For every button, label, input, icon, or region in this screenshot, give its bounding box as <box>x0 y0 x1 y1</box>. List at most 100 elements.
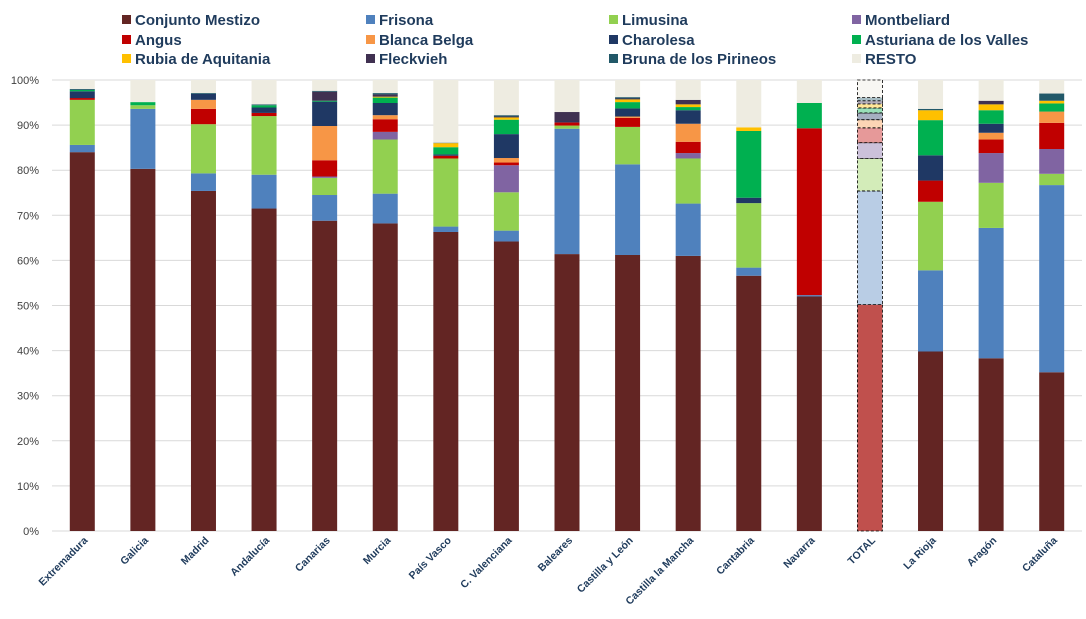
bar-segment-bruna-de-los-pirineos <box>918 108 944 111</box>
bar-segment-frisona <box>312 195 338 221</box>
bar-pais-vasco <box>433 80 459 531</box>
bar-segment-conjunto-mestizo <box>312 220 338 531</box>
bar-segment-montbeliard <box>1039 149 1065 174</box>
bar-segment-frisona <box>190 173 216 191</box>
bar-segment-angus <box>796 128 822 296</box>
bar-segment-montbeliard <box>312 176 338 178</box>
legend-item-fleckvieh: Fleckvieh <box>366 51 447 68</box>
bar-segment-blanca-belga <box>493 158 519 163</box>
x-tick-label: Galicia <box>118 535 151 568</box>
x-tick-label: País Vasco <box>407 535 454 582</box>
bar-segment-limusina <box>1039 173 1065 186</box>
bar-segment-bruna-de-los-pirineos <box>857 97 883 102</box>
bar-segment-conjunto-mestizo <box>857 304 883 532</box>
bar-segment-conjunto-mestizo <box>615 254 641 531</box>
bar-segment-charolesa <box>69 91 95 99</box>
bar-segment-rubia-de-aquitania <box>1039 100 1065 104</box>
bar-segment-blanca-belga <box>190 99 216 109</box>
legend-swatch <box>609 35 618 44</box>
legend-label: Asturiana de los Valles <box>865 32 1028 49</box>
x-tick-label: Cataluña <box>1020 535 1060 575</box>
bar-segment-limusina <box>978 182 1004 228</box>
bar-segment-conjunto-mestizo <box>554 254 580 531</box>
bar-segment-resto <box>554 80 580 113</box>
bar-castilla-y-leon <box>615 80 641 531</box>
bar-segment-frisona <box>433 226 459 232</box>
bar-segment-fleckvieh <box>372 94 398 97</box>
bar-segment-bruna-de-los-pirineos <box>251 104 277 106</box>
bar-segment-frisona <box>493 230 519 242</box>
bar-segment-montbeliard <box>857 142 883 159</box>
legend-swatch <box>609 15 618 24</box>
bar-segment-limusina <box>493 192 519 231</box>
bar-segment-rubia-de-aquitania <box>675 104 701 108</box>
bar-segment-blanca-belga <box>312 126 338 161</box>
legend-swatch <box>852 35 861 44</box>
bar-segment-rubia-de-aquitania <box>493 117 519 120</box>
bar-segment-blanca-belga <box>978 132 1004 140</box>
bar-segment-bruna-de-los-pirineos <box>493 115 519 117</box>
bar-segment-angus <box>857 127 883 144</box>
bar-segment-angus <box>372 119 398 132</box>
bar-murcia <box>372 80 398 531</box>
bar-segment-limusina <box>857 158 883 192</box>
bar-segment-rubia-de-aquitania <box>615 99 641 103</box>
bar-extremadura <box>69 80 95 531</box>
y-tick-label: 70% <box>17 210 39 222</box>
bar-segment-bruna-de-los-pirineos <box>69 89 95 90</box>
legend-swatch <box>122 15 131 24</box>
bar-segment-conjunto-mestizo <box>69 152 95 531</box>
bar-segment-bruna-de-los-pirineos <box>1039 93 1065 101</box>
legend: Conjunto Mestizo Frisona Limusina Montbelia… <box>122 12 1028 68</box>
bar-total <box>857 79 883 532</box>
bar-madrid <box>190 80 216 532</box>
bar-segment-frisona <box>857 190 883 305</box>
bar-segment-rubia-de-aquitania <box>433 143 459 148</box>
bar-segment-angus <box>312 160 338 177</box>
bar-segment-charolesa <box>251 107 277 113</box>
bar-segment-bruna-de-los-pirineos <box>372 93 398 95</box>
bar-segment-montbeliard <box>493 165 519 193</box>
bar-segment-limusina <box>918 201 944 271</box>
y-tick-label: 60% <box>17 255 39 267</box>
bar-segment-angus <box>554 122 580 126</box>
bar-segment-blanca-belga <box>857 119 883 129</box>
bar-segment-charolesa <box>675 110 701 124</box>
bar-castilla-la-mancha <box>675 80 701 531</box>
bar-segment-frisona <box>675 203 701 256</box>
bar-segment-frisona <box>978 227 1004 359</box>
x-tick-label: La Rioja <box>901 535 938 572</box>
bar-segment-limusina <box>433 158 459 227</box>
legend-swatch <box>366 35 375 44</box>
bar-segment-angus <box>69 98 95 100</box>
bar-segment-resto <box>372 80 398 94</box>
bar-segment-asturiana-de-los-valles <box>312 100 338 102</box>
bar-segment-conjunto-mestizo <box>251 208 277 531</box>
bar-galicia <box>130 80 156 532</box>
bar-segment-fleckvieh <box>675 99 701 105</box>
legend-label: Angus <box>135 32 182 49</box>
bar-segment-frisona <box>736 267 762 276</box>
legend-label: Fleckvieh <box>379 51 447 68</box>
bar-segment-bruna-de-los-pirineos <box>190 93 216 94</box>
bar-andalucia <box>251 80 277 531</box>
bar-segment-resto <box>1039 80 1065 94</box>
legend-label: Conjunto Mestizo <box>135 12 260 29</box>
legend-item-montbeliard: Montbeliard <box>852 12 950 29</box>
bar-segment-rubia-de-aquitania <box>857 103 883 109</box>
bar-segment-blanca-belga <box>675 123 701 142</box>
bar-segment-charolesa <box>615 108 641 117</box>
legend-item-asturiana-de-los-valles: Asturiana de los Valles <box>852 32 1028 49</box>
bar-segment-fleckvieh <box>857 100 883 105</box>
bar-segment-conjunto-mestizo <box>978 358 1004 531</box>
bar-segment-resto <box>130 80 156 103</box>
bar-segment-resto <box>69 80 95 90</box>
bar-segment-resto <box>918 80 944 109</box>
bar-segment-conjunto-mestizo <box>918 351 944 531</box>
bar-segment-charolesa <box>918 155 944 181</box>
bar-segment-resto <box>857 79 883 98</box>
bar-segment-fleckvieh <box>978 100 1004 105</box>
bar-segment-asturiana-de-los-valles <box>251 105 277 108</box>
bar-segment-frisona <box>1039 185 1065 373</box>
